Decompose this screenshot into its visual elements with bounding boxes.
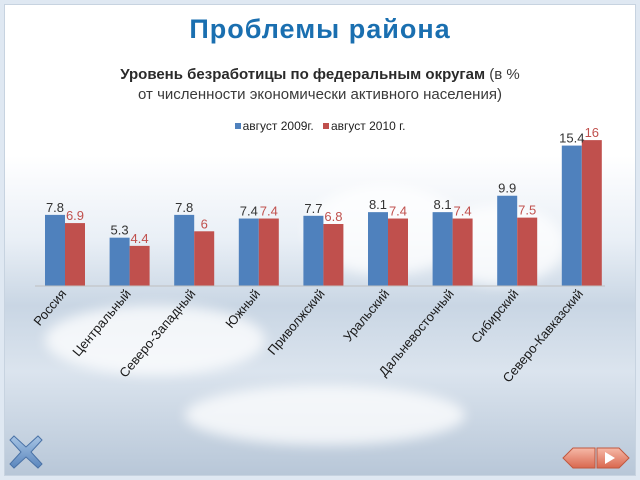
- category-label-0: Россия: [30, 286, 69, 328]
- bar-2009-3: [238, 218, 259, 286]
- value-label-2010-6: 7.4: [454, 204, 472, 219]
- value-label-2009-5: 8.1: [369, 197, 387, 212]
- value-label-2010-3: 7.4: [260, 204, 278, 219]
- legend-item-2009: август 2009г.: [234, 119, 314, 133]
- bar-2009-2: [174, 214, 195, 286]
- value-label-2009-2: 7.8: [175, 200, 193, 215]
- value-label-2010-1: 4.4: [131, 231, 149, 246]
- bar-2009-1: [109, 237, 130, 286]
- bar-2010-4: [323, 224, 344, 286]
- value-label-2010-7: 7.5: [518, 203, 536, 218]
- value-label-2010-4: 6.8: [324, 209, 342, 224]
- value-label-2010-0: 6.9: [66, 208, 84, 223]
- legend-label-2009: август 2009г.: [242, 119, 314, 133]
- value-label-2009-7: 9.9: [498, 181, 516, 196]
- bar-2010-2: [194, 231, 215, 286]
- bar-2010-7: [517, 217, 538, 286]
- page-title: Проблемы района: [189, 14, 451, 44]
- next-arrow-icon[interactable]: [596, 447, 630, 469]
- value-label-2010-8: 16: [585, 125, 599, 140]
- legend-label-2010: август 2010 г.: [331, 119, 406, 133]
- chart-title: Уровень безработицы по федеральным округ…: [0, 66, 640, 83]
- value-label-2009-6: 8.1: [434, 197, 452, 212]
- value-label-2009-1: 5.3: [111, 223, 129, 238]
- category-label-4: Приволжский: [264, 286, 327, 357]
- bar-2010-8: [581, 140, 602, 286]
- bar-2010-5: [388, 218, 408, 286]
- bar-2009-5: [368, 212, 388, 286]
- bar-2010-6: [452, 218, 473, 286]
- close-x-icon[interactable]: [8, 434, 44, 470]
- bar-2009-6: [432, 212, 453, 286]
- bar-2009-4: [303, 215, 324, 286]
- chart-title-rest: (в %: [489, 66, 520, 83]
- category-label-3: Южный: [222, 286, 263, 331]
- value-label-2009-8: 15.4: [559, 131, 584, 146]
- value-labels-group: 7.86.95.34.47.867.4 7.4 7.76.88.1 7.4 8.1 7.4…: [46, 125, 599, 246]
- chart-subtitle: от численности экономически активного на…: [138, 86, 502, 103]
- bar-2010-1: [129, 245, 150, 286]
- bar-2009-8: [561, 145, 582, 286]
- chart-legend: август 2009г. август 2010 г.: [0, 119, 640, 133]
- value-label-2010-2: 6: [201, 216, 208, 231]
- bar-2010-3: [258, 218, 279, 286]
- legend-item-2010: август 2010 г.: [323, 119, 405, 133]
- bar-2009-7: [497, 195, 518, 286]
- legend-swatch-2010: [323, 123, 329, 129]
- value-label-2009-4: 7.7: [304, 201, 322, 216]
- legend-swatch-2009: [234, 123, 241, 129]
- value-label-2009-0: 7.8: [46, 200, 64, 215]
- prev-arrow-icon[interactable]: [562, 447, 596, 469]
- category-label-1: Центральный: [69, 286, 134, 359]
- bar-2009-0: [45, 214, 65, 286]
- category-label-5: Уральский: [340, 286, 392, 344]
- bars-group: [45, 140, 602, 286]
- nav-arrows: [562, 447, 630, 469]
- chart-title-bold: Уровень безработицы по федеральным округ…: [120, 66, 486, 83]
- value-label-2010-5: 7.4: [389, 204, 407, 219]
- bar-2010-0: [65, 223, 85, 286]
- category-label-7: Сибирский: [468, 286, 521, 346]
- value-label-2009-3: 7.4: [240, 204, 258, 219]
